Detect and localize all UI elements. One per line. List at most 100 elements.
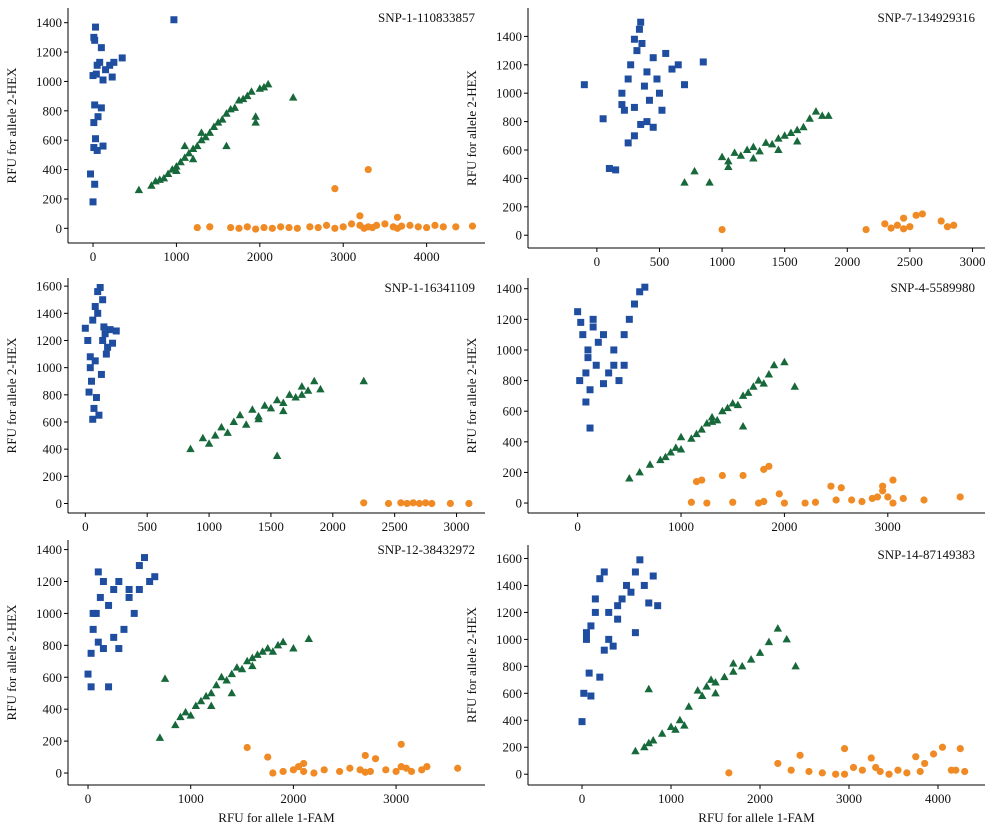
- point: [736, 151, 746, 159]
- point: [796, 751, 804, 759]
- point: [238, 94, 248, 103]
- point: [906, 223, 914, 231]
- point: [792, 125, 802, 134]
- point: [687, 498, 695, 506]
- point: [211, 431, 220, 439]
- point: [858, 497, 866, 506]
- point: [641, 283, 649, 291]
- point: [605, 608, 613, 616]
- point: [589, 315, 597, 323]
- point: [181, 707, 190, 716]
- point: [640, 742, 649, 751]
- point: [314, 223, 322, 232]
- point: [397, 740, 405, 748]
- y-tick-label: 200: [503, 199, 523, 214]
- point: [582, 369, 590, 377]
- x-tick-label: 2500: [382, 519, 408, 534]
- x-tick-label: 2000: [280, 791, 306, 806]
- point: [887, 224, 895, 232]
- x-tick-label: 2000: [834, 254, 860, 269]
- point: [84, 336, 92, 344]
- point: [605, 369, 613, 377]
- point: [170, 16, 178, 24]
- point: [787, 766, 795, 774]
- point: [780, 499, 789, 507]
- point: [635, 467, 644, 476]
- point: [285, 223, 293, 232]
- point: [600, 568, 608, 576]
- point: [97, 44, 105, 52]
- point: [243, 223, 251, 231]
- y-tick-label: 1000: [36, 360, 62, 375]
- point: [176, 157, 185, 166]
- point: [252, 225, 260, 233]
- point: [465, 499, 473, 508]
- point: [91, 357, 99, 365]
- point: [135, 585, 143, 593]
- point: [885, 770, 893, 778]
- point: [291, 393, 300, 401]
- point: [254, 414, 263, 423]
- point: [242, 656, 252, 665]
- point: [594, 338, 602, 346]
- point: [84, 670, 92, 678]
- point: [579, 331, 587, 339]
- y-tick-label: 800: [503, 659, 523, 674]
- y-tick-label: 1200: [496, 57, 522, 72]
- y-tick-label: 1400: [496, 29, 522, 44]
- point: [929, 750, 938, 758]
- point: [599, 331, 607, 339]
- point: [273, 640, 283, 649]
- point: [615, 377, 623, 385]
- point: [790, 382, 799, 390]
- point: [293, 224, 301, 232]
- point: [227, 669, 236, 678]
- point: [96, 284, 104, 292]
- point: [636, 288, 644, 296]
- y-tick-label: 800: [503, 373, 523, 388]
- point: [361, 751, 369, 760]
- point: [848, 496, 856, 504]
- y-tick-label: 1600: [496, 551, 522, 566]
- point: [767, 139, 777, 148]
- point: [684, 702, 694, 710]
- point: [799, 122, 808, 131]
- point: [805, 114, 814, 122]
- point: [160, 674, 170, 682]
- point: [371, 755, 380, 763]
- point: [900, 225, 908, 233]
- chart-title: SNP-1-110833857: [378, 10, 476, 25]
- point: [720, 672, 729, 681]
- point: [97, 370, 105, 378]
- point: [585, 669, 593, 677]
- point: [623, 581, 631, 589]
- point: [643, 68, 651, 76]
- point: [840, 770, 849, 778]
- point: [630, 300, 638, 308]
- y-tick-label: 200: [43, 191, 63, 206]
- point: [248, 405, 257, 413]
- point: [87, 170, 95, 178]
- y-tick-label: 400: [43, 702, 63, 717]
- point: [649, 736, 658, 744]
- x-tick-label: 1000: [668, 519, 694, 534]
- point: [125, 593, 133, 601]
- point: [738, 422, 748, 430]
- point: [644, 684, 653, 693]
- point: [339, 223, 347, 231]
- point: [591, 608, 599, 616]
- point: [418, 766, 426, 774]
- point: [582, 635, 590, 643]
- y-tick-label: 1400: [36, 15, 62, 30]
- point: [279, 767, 287, 776]
- point: [180, 153, 189, 161]
- point: [222, 141, 231, 150]
- point: [643, 118, 651, 126]
- point: [780, 357, 789, 366]
- point: [725, 769, 733, 777]
- point: [279, 398, 288, 406]
- scatter-panel: 0 200 400 600 800 1000 1200 1400 0 1000 2000 3000 SN…: [4, 540, 485, 825]
- point: [89, 415, 97, 423]
- x-tick-label: 1000: [196, 519, 222, 534]
